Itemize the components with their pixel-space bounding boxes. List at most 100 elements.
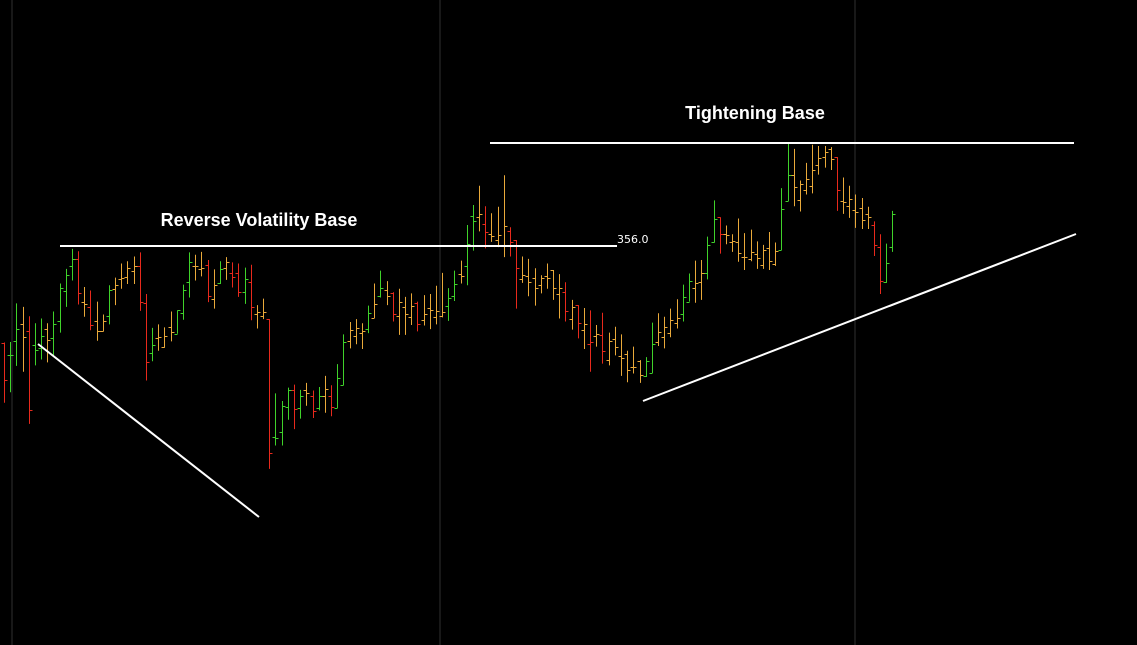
ohlc-bar [26, 316, 33, 424]
ohlc-bar [525, 258, 532, 297]
ohlc-bar [414, 301, 421, 332]
ohlc-bar [272, 393, 279, 446]
ohlc-bar [155, 324, 162, 351]
ohlc-bar [81, 286, 88, 317]
ohlc-bar [834, 157, 841, 211]
ohlc-bar [661, 316, 668, 349]
ohlc-bar [248, 264, 255, 321]
ohlc-bar [161, 327, 168, 348]
ohlc-bar [359, 323, 366, 349]
ohlc-bar [32, 323, 39, 366]
ohlc-bar [519, 256, 526, 283]
ohlc-bar [291, 384, 298, 430]
ohlc-bar [815, 145, 822, 175]
ohlc-bar [192, 254, 199, 281]
ohlc-bar [205, 260, 212, 303]
ohlc-bar [883, 243, 890, 283]
ohlc-bar [427, 293, 434, 330]
ohlc-bar [495, 206, 502, 248]
ohlc-bar [766, 231, 773, 270]
ohlc-bar [408, 293, 415, 325]
ohlc-bar [328, 385, 335, 417]
ohlc-bar [390, 292, 397, 322]
ohlc-bar [322, 375, 329, 413]
ohlc-bar [513, 240, 520, 309]
ohlc-bar [612, 326, 619, 356]
ohlc-bar [686, 273, 693, 303]
ohlc-bar [180, 284, 187, 320]
ohlc-bar [310, 390, 317, 418]
ohlc-bar [396, 288, 403, 335]
tightening-base-trendline [642, 233, 1077, 402]
ohlc-bar [618, 334, 625, 376]
ohlc-bar [717, 217, 724, 254]
ohlc-bar [544, 263, 551, 289]
ohlc-bar [778, 188, 785, 251]
ohlc-bar [303, 382, 310, 406]
ohlc-bar [131, 256, 138, 285]
ohlc-bar [470, 205, 477, 251]
ohlc-bar [655, 313, 662, 347]
ohlc-bar [186, 252, 193, 298]
ohlc-bar [285, 387, 292, 420]
ohlc-bar [606, 332, 613, 366]
ohlc-bar [562, 282, 569, 322]
ohlc-bar [87, 290, 94, 331]
ohlc-bar [840, 177, 847, 214]
ohlc-bar [846, 185, 853, 218]
ohlc-bar [464, 224, 471, 286]
ohlc-bar [347, 322, 354, 349]
ohlc-bar [569, 299, 576, 330]
ohlc-bar [297, 389, 304, 419]
ohlc-bar [735, 218, 742, 262]
ohlc-bar [791, 148, 798, 207]
ohlc-bar [137, 252, 144, 311]
ohlc-bar [235, 263, 242, 297]
ohlc-bar [599, 312, 606, 364]
ohlc-bar [143, 293, 150, 381]
ohlc-bar [242, 267, 249, 304]
ohlc-bar [100, 314, 107, 332]
ohlc-bar [439, 272, 446, 318]
ohlc-bar [279, 401, 286, 446]
ohlc-bar [680, 284, 687, 322]
price-level-label: 356.0 [617, 233, 649, 246]
ohlc-bar [1, 342, 8, 403]
ohlc-bar [704, 236, 711, 280]
ohlc-bar [741, 233, 748, 270]
ohlc-bar [482, 206, 489, 249]
ohlc-bar [852, 194, 859, 228]
ohlc-bar [229, 262, 236, 288]
ohlc-bar [124, 261, 131, 285]
ohlc-bar [476, 185, 483, 232]
ohlc-bar [149, 327, 156, 362]
ohlc-bar [57, 283, 64, 333]
reverse-volatility-trendline [37, 343, 260, 518]
ohlc-bar [340, 334, 347, 386]
ohlc-bar [371, 283, 378, 319]
ohlc-bars [1, 142, 896, 469]
ohlc-bar [334, 364, 341, 409]
ohlc-bar [859, 198, 866, 230]
ohlc-bar [384, 281, 391, 306]
ohlc-bar [674, 299, 681, 329]
ohlc-bar [365, 305, 372, 334]
ohlc-bar [458, 260, 465, 284]
ohlc-bar [889, 210, 896, 252]
ohlc-bar [754, 241, 761, 269]
ohlc-bar [50, 311, 57, 356]
ohlc-bar [433, 285, 440, 325]
ohlc-bar [69, 248, 76, 281]
ohlc-bar [223, 257, 230, 280]
ohlc-bar [692, 260, 699, 303]
ohlc-bar [266, 319, 273, 469]
ohlc-bar [871, 221, 878, 256]
ohlc-bar [13, 303, 20, 366]
ohlc-bar [729, 234, 736, 252]
ohlc-bar [7, 341, 14, 393]
ohlc-bar [402, 296, 409, 335]
ohlc-bar [587, 310, 594, 372]
ohlc-bar [772, 242, 779, 266]
ohlc-bar [445, 288, 452, 321]
